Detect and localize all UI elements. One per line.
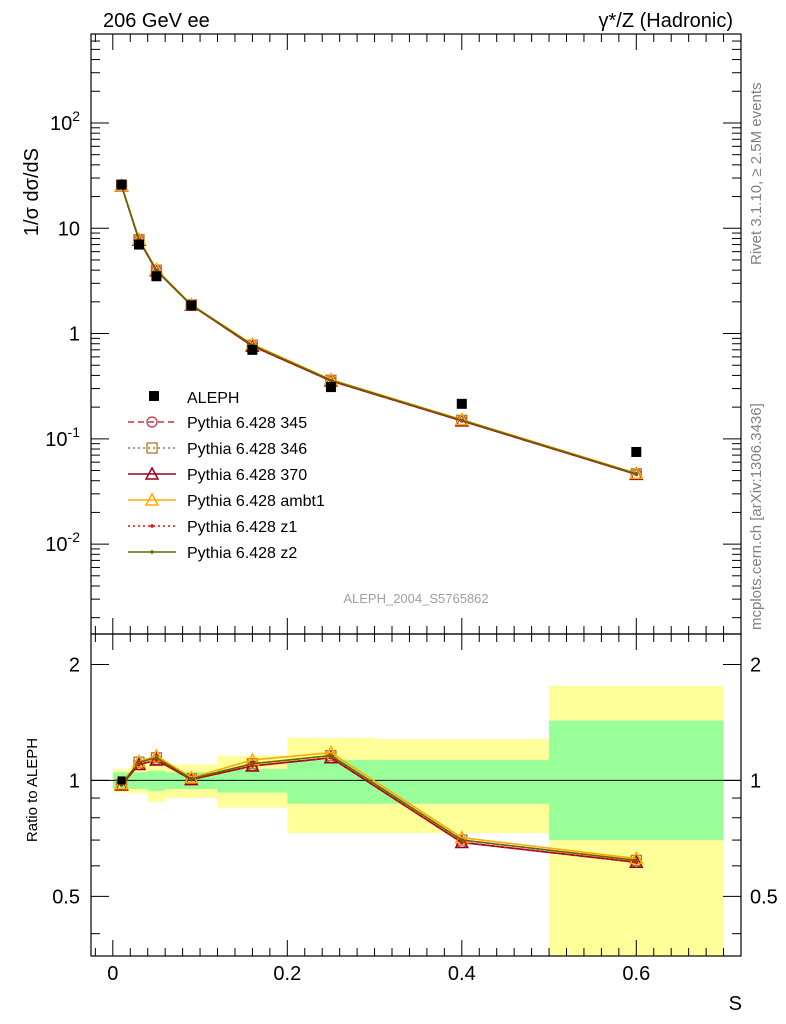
legend-marker-4 <box>150 524 154 528</box>
ratio-y-tick-label-2: 2 <box>69 654 80 676</box>
ratio-series-5-point-3 <box>189 776 194 781</box>
ratio-y-tick-label-right-1: 1 <box>750 770 761 792</box>
watermark: ALEPH_2004_S5765862 <box>343 591 488 606</box>
ratio-y-tick-label-right-2: 2 <box>750 654 761 676</box>
legend-marker-1 <box>146 442 158 454</box>
legend-label-3: Pythia 6.428 ambt1 <box>187 493 325 510</box>
aleph-point-2 <box>151 271 162 282</box>
y-tick-label-4: 102 <box>50 108 80 135</box>
ratio-series-5-point-5 <box>329 753 333 758</box>
axis-ticks: 0 0.2 0.4 0.6 10-2 10-1 1 10 102 0.5 0.5 1 1 2 2 <box>45 33 778 985</box>
ratio-panel-series <box>114 745 644 869</box>
aleph-point-4 <box>247 344 258 355</box>
legend-label-0: Pythia 6.428 345 <box>187 415 307 432</box>
ratio-series-2-point-1 <box>131 756 147 771</box>
mc-series-5-point-2 <box>154 268 159 272</box>
y-tick-label-3: 10 <box>58 218 80 240</box>
y-tick-label-0: 10-2 <box>45 529 80 556</box>
x-tick-label-1: 0.2 <box>273 963 301 985</box>
ratio-series-2-point-3 <box>184 772 199 786</box>
ratio-y-tick-label-1: 1 <box>69 770 80 792</box>
header-right: γ*/Z (Hadronic) <box>599 10 733 32</box>
ratio-series-5-point-1 <box>137 760 141 765</box>
ratio-series-5-point-6 <box>460 838 464 842</box>
aleph-point-7 <box>631 446 642 457</box>
x-tick-label-3: 0.6 <box>622 963 650 985</box>
uncertainty-bands <box>91 685 741 956</box>
aleph-point-3 <box>186 300 197 311</box>
legend-marker-0 <box>146 416 158 428</box>
aleph-point-5 <box>325 382 336 393</box>
band-inner-5 <box>287 759 375 804</box>
x-tick-label-2: 0.4 <box>448 963 476 985</box>
upper-panel-series <box>114 177 644 481</box>
y-axis-label-top: 1/σ dσ/dS <box>21 148 43 236</box>
legend-aleph-marker <box>149 391 159 401</box>
legend: ALEPH Pythia 6.428 345 Pythia 6.428 346 Pyt… <box>128 390 325 562</box>
ratio-series-5-point-4 <box>250 761 255 766</box>
mc-series-5-point-5 <box>329 378 333 383</box>
ratio-series-4-line <box>120 756 637 864</box>
legend-label-4: Pythia 6.428 z1 <box>187 519 297 536</box>
y-tick-label-1: 10-1 <box>45 424 80 451</box>
legend-label-5: Pythia 6.428 z2 <box>187 545 297 562</box>
legend-marker-3 <box>144 492 160 506</box>
x-axis-label: S <box>729 993 742 1015</box>
header-left: 206 GeV ee <box>103 10 210 32</box>
upper-panel-frame <box>90 33 742 635</box>
legend-label-1: Pythia 6.428 346 <box>187 441 307 458</box>
y-tick-label-2: 1 <box>69 324 80 346</box>
mcplots-credit-text: mcplots.cern.ch [arXiv:1306.3436] <box>748 403 765 630</box>
rivet-version-text: Rivet 3.1.10, ≥ 2.5M events <box>748 83 765 266</box>
ratio-series-2-point-7 <box>629 854 644 869</box>
ratio-series-5-line <box>120 754 637 862</box>
aleph-point-0 <box>116 179 127 190</box>
y-axis-label-ratio: Ratio to ALEPH <box>24 738 41 842</box>
mc-series-5-point-6 <box>460 418 464 423</box>
mc-series-5-point-7 <box>634 472 639 476</box>
legend-label-2: Pythia 6.428 370 <box>187 467 307 484</box>
legend-marker-5 <box>150 550 154 554</box>
x-tick-label-0: 0 <box>107 963 118 985</box>
ratio-series-5-point-2 <box>154 755 159 760</box>
ratio-y-tick-label-0: 0.5 <box>52 886 80 908</box>
legend-aleph-label: ALEPH <box>187 390 239 407</box>
ratio-series-5-point-7 <box>634 858 639 863</box>
ratio-aleph-point <box>117 776 126 785</box>
ratio-panel-frame <box>90 633 742 957</box>
band-inner-6 <box>374 759 550 804</box>
ratio-y-tick-label-right-0: 0.5 <box>750 886 778 908</box>
legend-marker-2 <box>144 466 160 480</box>
aleph-point-6 <box>456 398 467 409</box>
aleph-point-1 <box>133 239 144 250</box>
